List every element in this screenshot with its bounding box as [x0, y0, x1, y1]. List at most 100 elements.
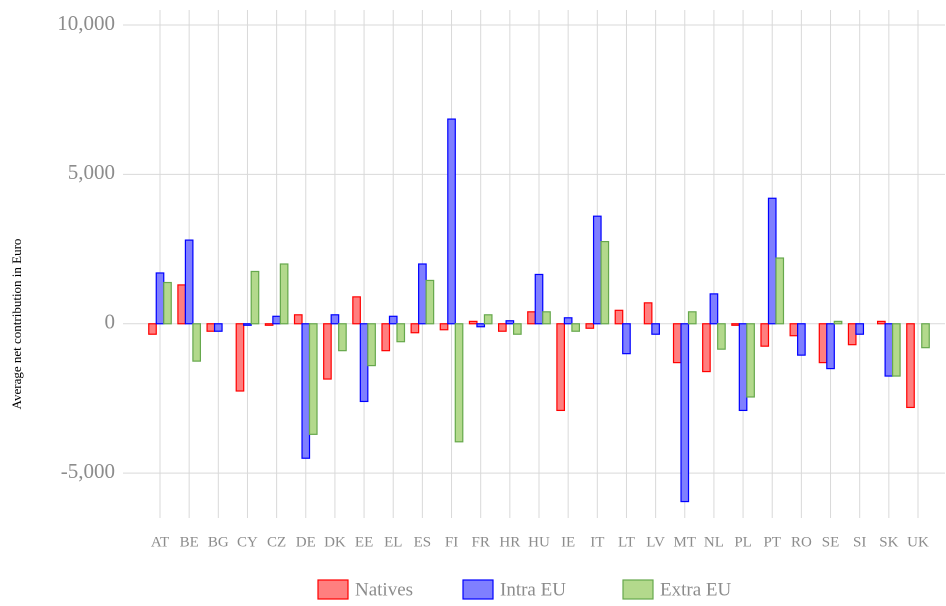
x-tick-label: IT [590, 534, 604, 550]
bar [672, 323, 682, 364]
bar [279, 263, 289, 325]
x-tick-label: DK [324, 534, 346, 550]
bar [585, 323, 595, 329]
bar [797, 323, 806, 356]
bar [542, 311, 551, 325]
bar [556, 323, 566, 412]
bar [206, 323, 216, 332]
bar [855, 323, 865, 335]
legend-label: Natives [355, 579, 413, 600]
bar [243, 323, 252, 326]
bar [746, 323, 755, 398]
bar [760, 323, 770, 347]
x-tick-label: PL [734, 534, 752, 550]
x-tick-label: EE [355, 534, 373, 550]
bar [600, 240, 610, 325]
x-tick-label: MT [674, 534, 697, 550]
bar [651, 323, 660, 335]
x-tick-label: EL [384, 534, 402, 550]
bar [213, 323, 223, 332]
x-tick-label: BG [208, 534, 229, 550]
x-tick-label: FI [445, 534, 458, 550]
bar [301, 323, 311, 459]
bar [592, 215, 602, 325]
bar [338, 323, 347, 352]
x-tick-label: LT [618, 534, 635, 550]
x-tick-label: HR [499, 534, 520, 550]
bar [789, 323, 799, 337]
bar [264, 323, 274, 326]
bar [476, 323, 486, 328]
bar [497, 323, 507, 332]
bar [155, 272, 165, 325]
y-tick-label: 5,000 [68, 160, 115, 184]
bar [235, 323, 245, 392]
y-tick-label: -5,000 [61, 459, 115, 483]
x-tick-label: HU [528, 534, 550, 550]
x-tick-label: SE [822, 534, 840, 550]
x-tick-label: CZ [267, 534, 286, 550]
bar [614, 309, 624, 325]
bar [534, 273, 544, 325]
bar [483, 314, 493, 325]
bar [876, 320, 886, 325]
bar [687, 311, 697, 325]
bar [410, 323, 420, 334]
y-tick-label: 10,000 [57, 11, 115, 35]
x-tick-label: RO [791, 534, 812, 550]
bar [418, 263, 427, 325]
bar [906, 323, 915, 409]
bar [425, 279, 435, 325]
bar [163, 281, 172, 325]
bar [891, 323, 901, 377]
bar [148, 323, 157, 335]
bar [818, 323, 828, 364]
x-tick-label: BE [180, 534, 199, 550]
bar [512, 323, 522, 335]
bar [738, 323, 748, 412]
bar [454, 323, 464, 443]
x-tick-label: AT [151, 534, 169, 550]
x-tick-label: LV [646, 534, 665, 550]
bar [921, 323, 930, 349]
bar [293, 314, 303, 325]
x-tick-label: NL [704, 534, 724, 550]
bar [833, 320, 843, 325]
bar [323, 323, 332, 380]
x-tick-label: PT [763, 534, 781, 550]
bar [396, 323, 406, 343]
bar [826, 323, 835, 370]
bar [468, 320, 478, 325]
bar [622, 323, 631, 355]
bar [505, 320, 515, 325]
legend-swatch [622, 579, 654, 600]
bar [272, 315, 281, 325]
bar [367, 323, 376, 367]
bar [439, 323, 449, 331]
legend-label: Extra EU [660, 579, 732, 600]
x-tick-label: SK [879, 534, 898, 550]
bar [767, 197, 777, 325]
bar [709, 293, 719, 325]
bar [359, 323, 369, 403]
bar [388, 315, 398, 325]
bar [643, 302, 653, 325]
bar [571, 323, 581, 332]
x-tick-label: ES [414, 534, 432, 550]
bar [352, 296, 361, 325]
bar [702, 323, 711, 373]
bar [177, 284, 187, 325]
bar [884, 323, 894, 377]
legend-swatch [317, 579, 349, 600]
bar [775, 257, 785, 325]
bar [381, 323, 391, 352]
bar [680, 323, 690, 503]
bar [447, 118, 456, 325]
legend-label: Intra EU [500, 579, 566, 600]
y-axis-label: Average net contribution in Euro [9, 239, 24, 410]
x-tick-label: IE [561, 534, 575, 550]
bar [717, 323, 726, 350]
bar [330, 314, 340, 325]
bar [250, 270, 260, 325]
